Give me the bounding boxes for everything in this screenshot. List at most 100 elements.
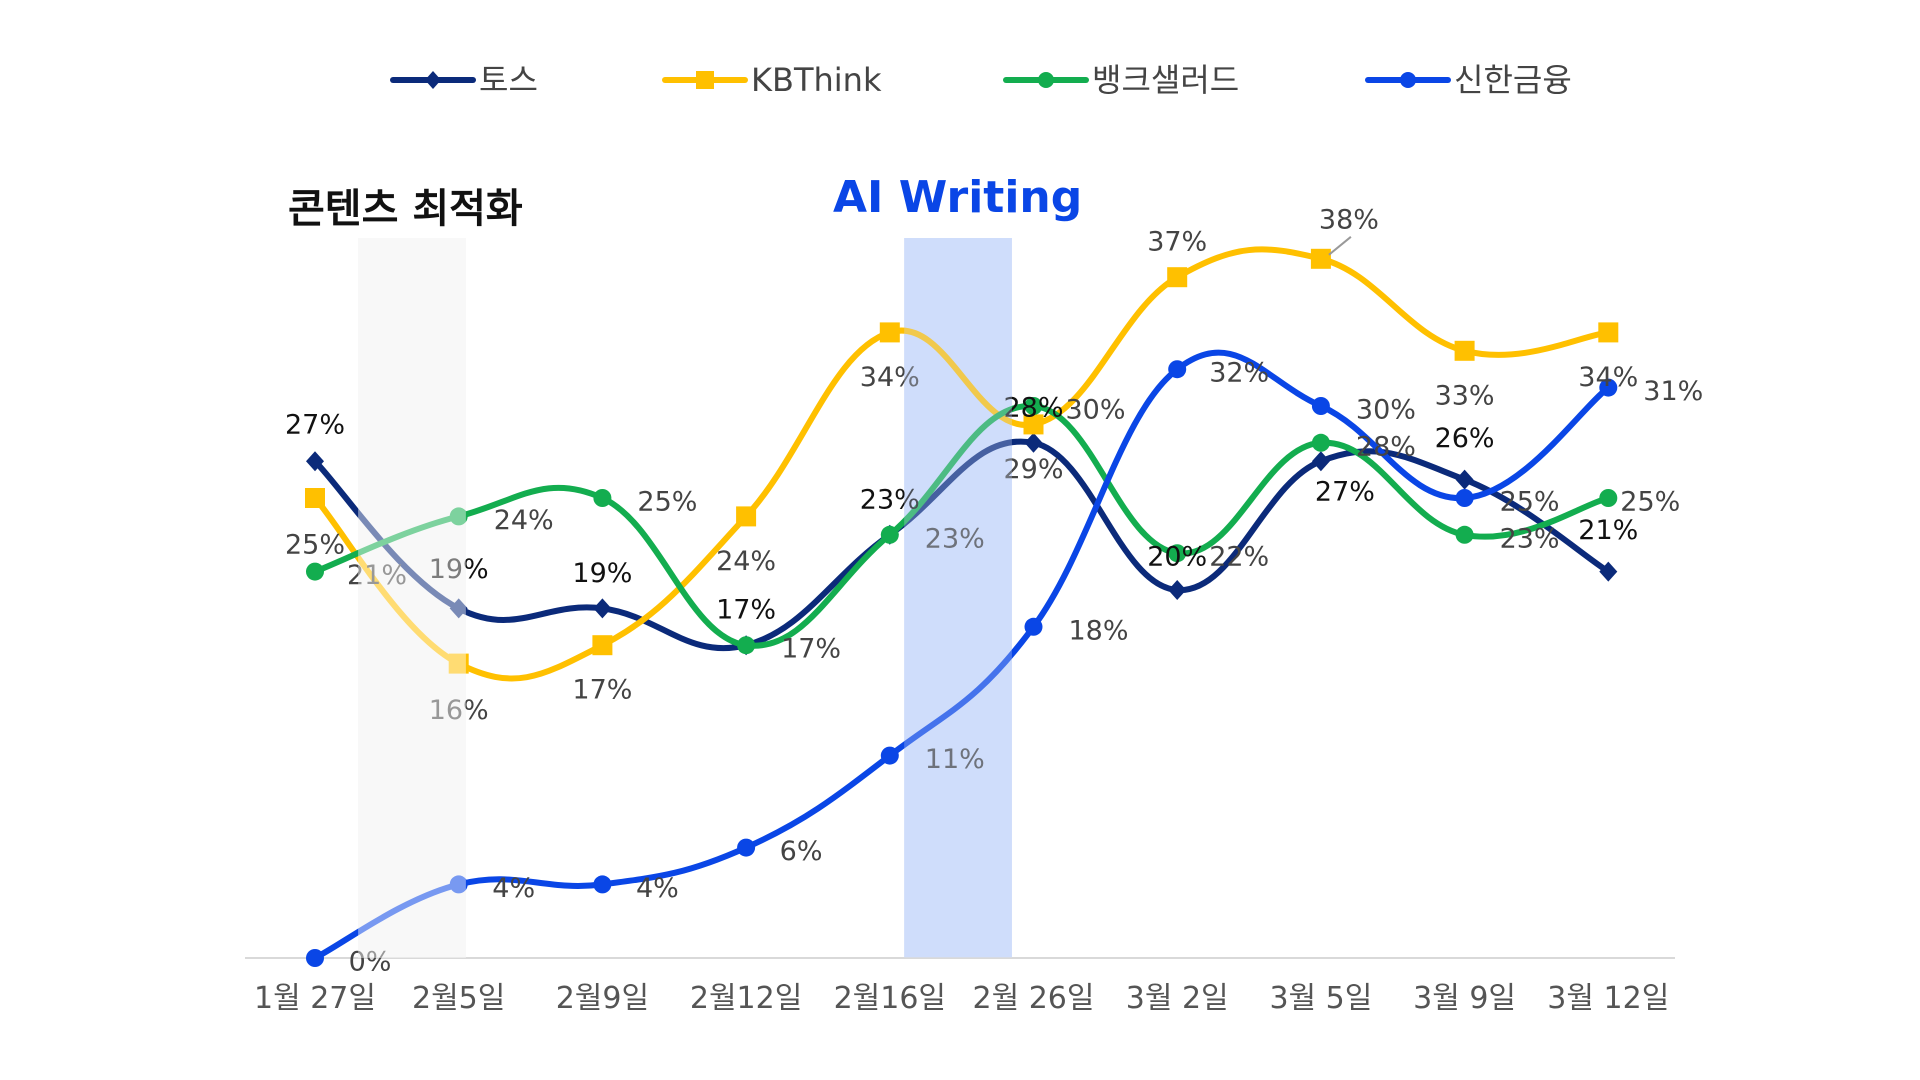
x-tick-label: 1월 27일 bbox=[254, 981, 376, 1016]
legend-marker bbox=[425, 71, 441, 89]
data-labels: 27%19% 19%17%23%28%20%27%26%21%25%16%17%2… bbox=[285, 204, 1703, 977]
data-label-kbthink: 24% bbox=[716, 546, 776, 577]
marker-shinhan bbox=[737, 838, 756, 857]
x-tick-label: 2월9일 bbox=[556, 981, 649, 1016]
data-label-toss: 27% bbox=[1315, 477, 1375, 508]
data-label-toss: 26% bbox=[1435, 423, 1495, 454]
annotation-title: 콘텐츠 최적화 bbox=[288, 186, 523, 232]
legend-label: 신한금융 bbox=[1454, 61, 1572, 99]
data-label-kbthink: 34% bbox=[860, 362, 920, 393]
marker-shinhan bbox=[593, 875, 612, 894]
data-label-kbthink: 16% bbox=[429, 695, 489, 726]
annotation-band bbox=[358, 238, 466, 958]
data-label-kbthink: 25% bbox=[285, 530, 345, 561]
marker-kbthink bbox=[879, 322, 900, 343]
marker-banksalad bbox=[1599, 489, 1618, 507]
data-label-toss: 21% bbox=[1578, 515, 1638, 546]
legend-label: 뱅크샐러드 bbox=[1092, 61, 1239, 99]
marker-kbthink bbox=[1023, 414, 1044, 435]
marker-shinhan bbox=[449, 875, 468, 894]
data-label-toss: 17% bbox=[716, 595, 776, 626]
marker-shinhan bbox=[1311, 397, 1330, 415]
marker-banksalad bbox=[449, 507, 468, 526]
marker-banksalad bbox=[1455, 525, 1474, 544]
x-tick-label: 3월 9일 bbox=[1413, 981, 1516, 1016]
marker-kbthink bbox=[1454, 340, 1475, 361]
data-label-kbthink: 38% bbox=[1319, 204, 1379, 235]
marker-shinhan bbox=[1168, 360, 1187, 379]
legend-label: KBThink bbox=[751, 61, 882, 99]
data-label-shinhan: 4% bbox=[636, 873, 679, 904]
annotation-title: AI Writing bbox=[833, 172, 1082, 223]
data-label-kbthink: 17% bbox=[572, 675, 632, 706]
legend-marker bbox=[696, 71, 714, 89]
marker-shinhan bbox=[880, 746, 899, 765]
data-label-banksalad: 25% bbox=[1620, 487, 1680, 518]
data-label-kbthink: 29% bbox=[1003, 454, 1063, 485]
marker-kbthink bbox=[305, 488, 325, 508]
data-label-banksalad: 23% bbox=[1500, 523, 1560, 554]
x-tick-labels: 1월 27일 2월5일 2월9일 2월12일 2월16일 2월 26일 3월 2일 3월 5일… bbox=[254, 981, 1669, 1016]
data-label-banksalad: 17% bbox=[781, 634, 841, 665]
marker-kbthink bbox=[1598, 322, 1619, 343]
marker-kbthink bbox=[1310, 248, 1331, 269]
series-markers bbox=[305, 248, 1619, 967]
data-label-banksalad: 28% bbox=[1356, 431, 1416, 462]
series-line-banksalad bbox=[312, 402, 1612, 649]
marker-kbthink bbox=[592, 635, 613, 656]
marker-toss bbox=[1024, 432, 1043, 453]
marker-shinhan bbox=[1024, 617, 1043, 636]
data-label-banksalad: 23% bbox=[925, 523, 985, 554]
legend-item-kbthink: KBThink bbox=[662, 61, 882, 99]
data-label-toss: 19% bbox=[429, 554, 489, 585]
x-tick-label: 2월 26일 bbox=[973, 981, 1095, 1016]
data-label-shinhan: 31% bbox=[1643, 376, 1703, 407]
series-lines bbox=[312, 246, 1612, 961]
data-label-toss: 23% bbox=[860, 484, 920, 515]
data-label-banksalad: 30% bbox=[1065, 395, 1125, 426]
marker-banksalad bbox=[880, 525, 899, 544]
marker-banksalad bbox=[593, 489, 612, 507]
x-tick-label: 2월12일 bbox=[690, 981, 802, 1016]
legend-item-shinhan: 신한금융 bbox=[1365, 61, 1572, 99]
data-label-kbthink: 33% bbox=[1435, 380, 1495, 411]
data-label-shinhan: 32% bbox=[1209, 358, 1269, 389]
x-tick-label: 3월 12일 bbox=[1547, 981, 1669, 1016]
data-label-banksalad: 24% bbox=[494, 505, 554, 536]
legend-label: 토스 bbox=[479, 61, 538, 99]
data-label-toss: 27% bbox=[285, 410, 345, 441]
data-label-shinhan: 25% bbox=[1500, 487, 1560, 518]
marker-shinhan bbox=[1599, 378, 1618, 397]
marker-toss bbox=[1455, 469, 1474, 490]
series-line-shinhan bbox=[312, 349, 1612, 961]
data-label-shinhan: 11% bbox=[925, 744, 985, 775]
annotation-band-overlay bbox=[358, 238, 466, 958]
legend-marker bbox=[1038, 72, 1054, 88]
annotation-band bbox=[904, 238, 1012, 958]
x-tick-label: 3월 5일 bbox=[1269, 981, 1372, 1016]
data-label-banksalad: 22% bbox=[1209, 542, 1269, 573]
annotation-band-overlay bbox=[904, 238, 1012, 958]
marker-toss bbox=[1168, 580, 1187, 600]
legend-item-banksalad: 뱅크샐러드 bbox=[1003, 61, 1239, 99]
data-label-toss: 28% bbox=[1003, 392, 1063, 423]
marker-kbthink bbox=[736, 506, 757, 527]
marker-kbthink bbox=[448, 653, 469, 674]
data-label-kbthink: 37% bbox=[1147, 227, 1207, 258]
label-leader-line bbox=[1328, 236, 1352, 256]
x-tick-label: 2월16일 bbox=[834, 981, 946, 1016]
marker-toss bbox=[306, 451, 324, 472]
marker-toss bbox=[1599, 561, 1618, 582]
marker-shinhan bbox=[1455, 489, 1474, 507]
marker-toss bbox=[593, 598, 612, 619]
marker-banksalad bbox=[1311, 433, 1330, 452]
data-label-shinhan: 18% bbox=[1068, 615, 1128, 646]
legend: 토스 KBThink 뱅크샐러드 신한금융 bbox=[390, 61, 1572, 99]
marker-banksalad bbox=[306, 562, 324, 581]
data-label-shinhan: 6% bbox=[780, 836, 823, 867]
data-label-toss: 20% bbox=[1147, 542, 1207, 573]
data-label-kbthink: 34% bbox=[1578, 362, 1638, 393]
data-label-shinhan: 0% bbox=[349, 947, 392, 978]
marker-banksalad bbox=[1024, 397, 1043, 415]
